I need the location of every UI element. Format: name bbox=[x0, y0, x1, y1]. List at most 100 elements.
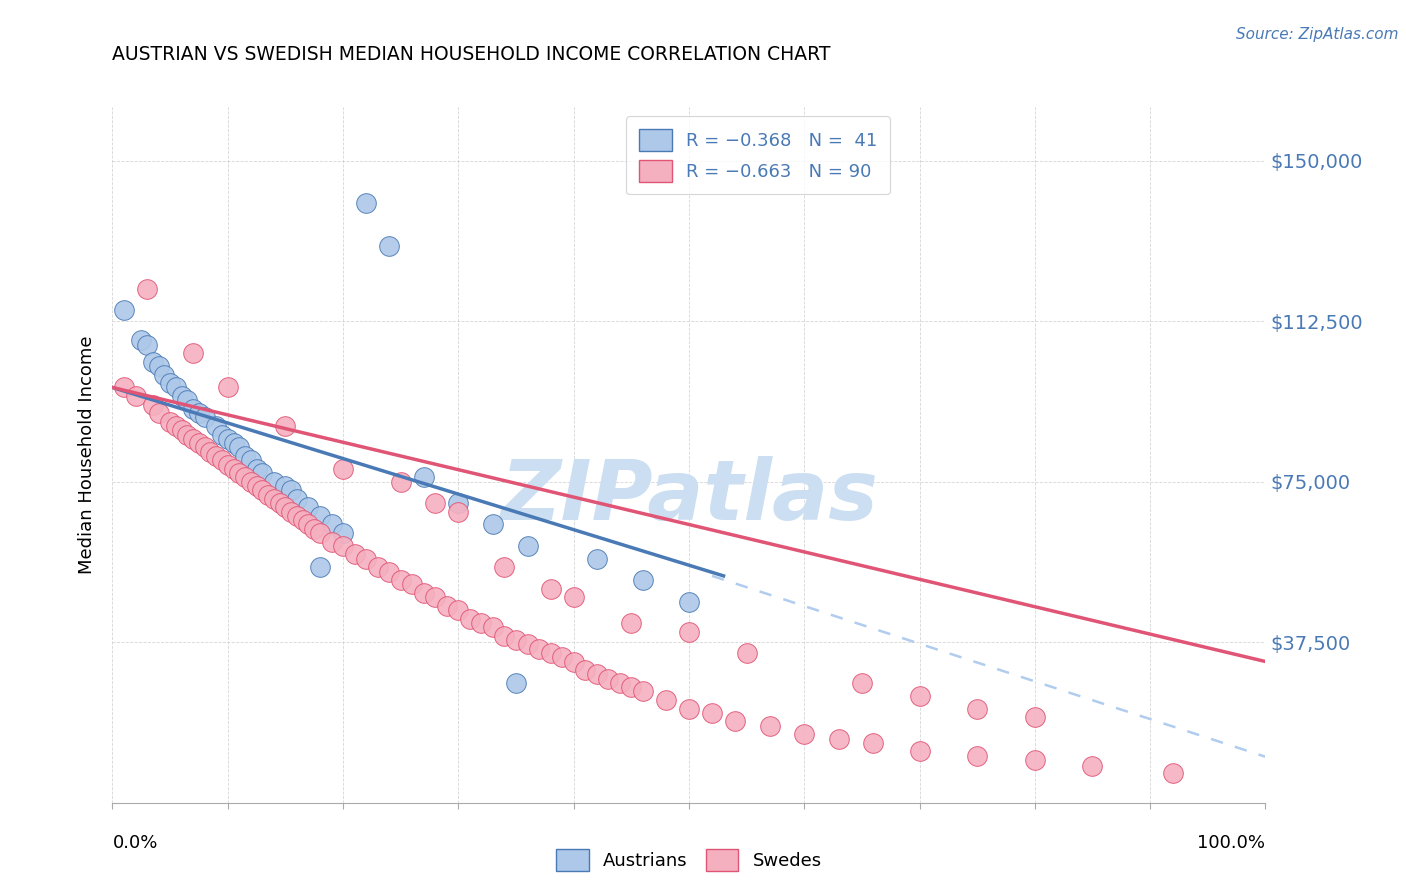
Point bbox=[228, 441, 250, 455]
Point bbox=[176, 393, 198, 408]
Point bbox=[354, 196, 377, 211]
Point bbox=[425, 496, 447, 510]
Point bbox=[112, 303, 135, 318]
Point bbox=[136, 282, 159, 296]
Point bbox=[793, 727, 815, 741]
Point bbox=[297, 517, 319, 532]
Point bbox=[862, 736, 884, 750]
Point bbox=[194, 410, 217, 425]
Point bbox=[678, 624, 700, 639]
Point bbox=[470, 615, 492, 630]
Point bbox=[200, 444, 222, 458]
Point bbox=[187, 406, 211, 420]
Point bbox=[274, 419, 297, 434]
Point bbox=[516, 637, 538, 651]
Point bbox=[1081, 759, 1104, 773]
Point bbox=[309, 508, 332, 523]
Point bbox=[458, 612, 481, 626]
Point bbox=[540, 582, 562, 596]
Point bbox=[447, 496, 470, 510]
Point bbox=[205, 419, 228, 434]
Point bbox=[257, 487, 280, 501]
Point bbox=[217, 432, 239, 446]
Text: Source: ZipAtlas.com: Source: ZipAtlas.com bbox=[1236, 27, 1399, 42]
Text: 0.0%: 0.0% bbox=[112, 834, 157, 852]
Point bbox=[153, 368, 176, 382]
Point bbox=[269, 496, 291, 510]
Point bbox=[425, 591, 447, 605]
Point bbox=[516, 539, 538, 553]
Point bbox=[908, 689, 931, 703]
Point bbox=[142, 355, 165, 369]
Point bbox=[211, 453, 233, 467]
Point bbox=[233, 470, 256, 484]
Point bbox=[187, 436, 211, 450]
Point bbox=[181, 346, 204, 360]
Point bbox=[304, 522, 326, 536]
Point bbox=[239, 453, 262, 467]
Point bbox=[181, 432, 204, 446]
Point bbox=[222, 462, 245, 476]
Point bbox=[482, 517, 505, 532]
Point bbox=[505, 633, 527, 648]
Point bbox=[620, 680, 643, 694]
Point bbox=[148, 406, 170, 420]
Point bbox=[274, 500, 297, 515]
Point bbox=[389, 573, 412, 587]
Point bbox=[700, 706, 723, 720]
Point bbox=[159, 415, 181, 429]
Point bbox=[354, 551, 377, 566]
Point bbox=[482, 620, 505, 634]
Point bbox=[1024, 753, 1046, 767]
Point bbox=[620, 615, 643, 630]
Point bbox=[735, 646, 758, 660]
Point bbox=[631, 684, 654, 698]
Point bbox=[211, 427, 233, 442]
Point bbox=[280, 505, 302, 519]
Point bbox=[562, 655, 585, 669]
Point bbox=[181, 401, 204, 416]
Point bbox=[494, 629, 516, 643]
Y-axis label: Median Household Income: Median Household Income bbox=[77, 335, 96, 574]
Point bbox=[165, 380, 187, 394]
Point bbox=[194, 441, 217, 455]
Point bbox=[378, 565, 401, 579]
Point bbox=[447, 603, 470, 617]
Point bbox=[309, 560, 332, 574]
Point bbox=[263, 475, 285, 489]
Point bbox=[412, 586, 434, 600]
Point bbox=[1024, 710, 1046, 724]
Legend: Austrians, Swedes: Austrians, Swedes bbox=[548, 842, 830, 879]
Point bbox=[598, 672, 620, 686]
Point bbox=[129, 334, 153, 348]
Point bbox=[412, 470, 434, 484]
Point bbox=[908, 744, 931, 758]
Point bbox=[274, 479, 297, 493]
Point bbox=[159, 376, 181, 391]
Point bbox=[148, 359, 170, 373]
Point bbox=[505, 676, 527, 690]
Point bbox=[263, 491, 285, 506]
Point bbox=[112, 380, 135, 394]
Point bbox=[245, 462, 267, 476]
Point bbox=[124, 389, 146, 403]
Point bbox=[142, 398, 165, 412]
Point bbox=[321, 517, 343, 532]
Point bbox=[678, 594, 700, 608]
Point bbox=[966, 748, 988, 763]
Point bbox=[389, 475, 412, 489]
Point bbox=[401, 577, 423, 591]
Point bbox=[252, 466, 274, 480]
Point bbox=[285, 508, 308, 523]
Point bbox=[551, 650, 574, 665]
Point bbox=[494, 560, 516, 574]
Point bbox=[655, 693, 678, 707]
Point bbox=[332, 462, 354, 476]
Point bbox=[233, 449, 256, 463]
Point bbox=[758, 719, 780, 733]
Point bbox=[609, 676, 631, 690]
Point bbox=[332, 539, 354, 553]
Point bbox=[574, 663, 596, 677]
Point bbox=[527, 641, 550, 656]
Legend: R = −0.368   N =  41, R = −0.663   N = 90: R = −0.368 N = 41, R = −0.663 N = 90 bbox=[627, 116, 890, 194]
